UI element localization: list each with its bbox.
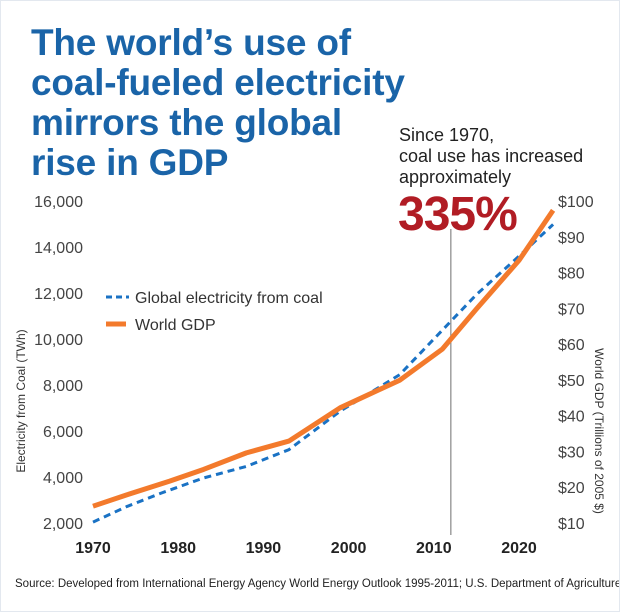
y2-tick-label: $80 [558,266,585,283]
y2-tick-label: $70 [558,301,585,318]
y-tick-label: 2,000 [43,516,83,533]
x-tick-label: 1970 [75,540,111,557]
y2-tick-label: $90 [558,230,585,247]
y2-tick-label: $20 [558,480,585,497]
gdp-series-line [92,208,556,509]
y2-tick-label: $40 [558,409,585,426]
x-tick-label: 2020 [501,540,537,557]
y-tick-label: 8,000 [43,378,83,395]
annotation-line: coal use has increased [399,146,584,166]
y-tick-label: 14,000 [34,240,83,257]
y2-tick-label: $50 [558,373,585,390]
legend-label-gdp: World GDP [135,317,216,334]
y2-tick-label: $100 [558,194,594,211]
y2-axis-title: World GDP (Trillions of 2005 $) [592,348,606,514]
y-tick-label: 12,000 [34,286,83,303]
annotation-text: Since 1970, coal use has increased appro… [399,125,583,188]
y-tick-label: 16,000 [34,194,83,211]
x-tick-label: 2000 [331,540,367,557]
y-tick-label: 4,000 [43,470,83,487]
coal-series-line [92,223,555,524]
y2-tick-label: $60 [558,337,585,354]
y-tick-label: 6,000 [43,424,83,441]
chart-title: The world’s use of coal-fueled electrici… [31,23,405,183]
legend-label-coal: Global electricity from coal [135,290,323,307]
source-note: Source: Developed from International Ene… [15,578,620,590]
x-tick-label: 1990 [246,540,282,557]
annotation-value: 335% [398,188,518,241]
title-line: rise in GDP [31,142,229,183]
y2-tick-label: $10 [558,516,585,533]
title-line: The world’s use of [31,22,351,63]
y2-tick-label: $30 [558,444,585,461]
annotation-line: Since 1970, [399,125,495,145]
annotation-line: approximately [399,167,512,187]
y-tick-label: 10,000 [34,332,83,349]
x-tick-label: 2010 [416,540,452,557]
title-line: coal-fueled electricity [31,62,405,103]
y-axis-title: Electricity from Coal (TWh) [14,329,28,472]
title-line: mirrors the global [31,102,342,143]
x-tick-label: 1980 [160,540,196,557]
